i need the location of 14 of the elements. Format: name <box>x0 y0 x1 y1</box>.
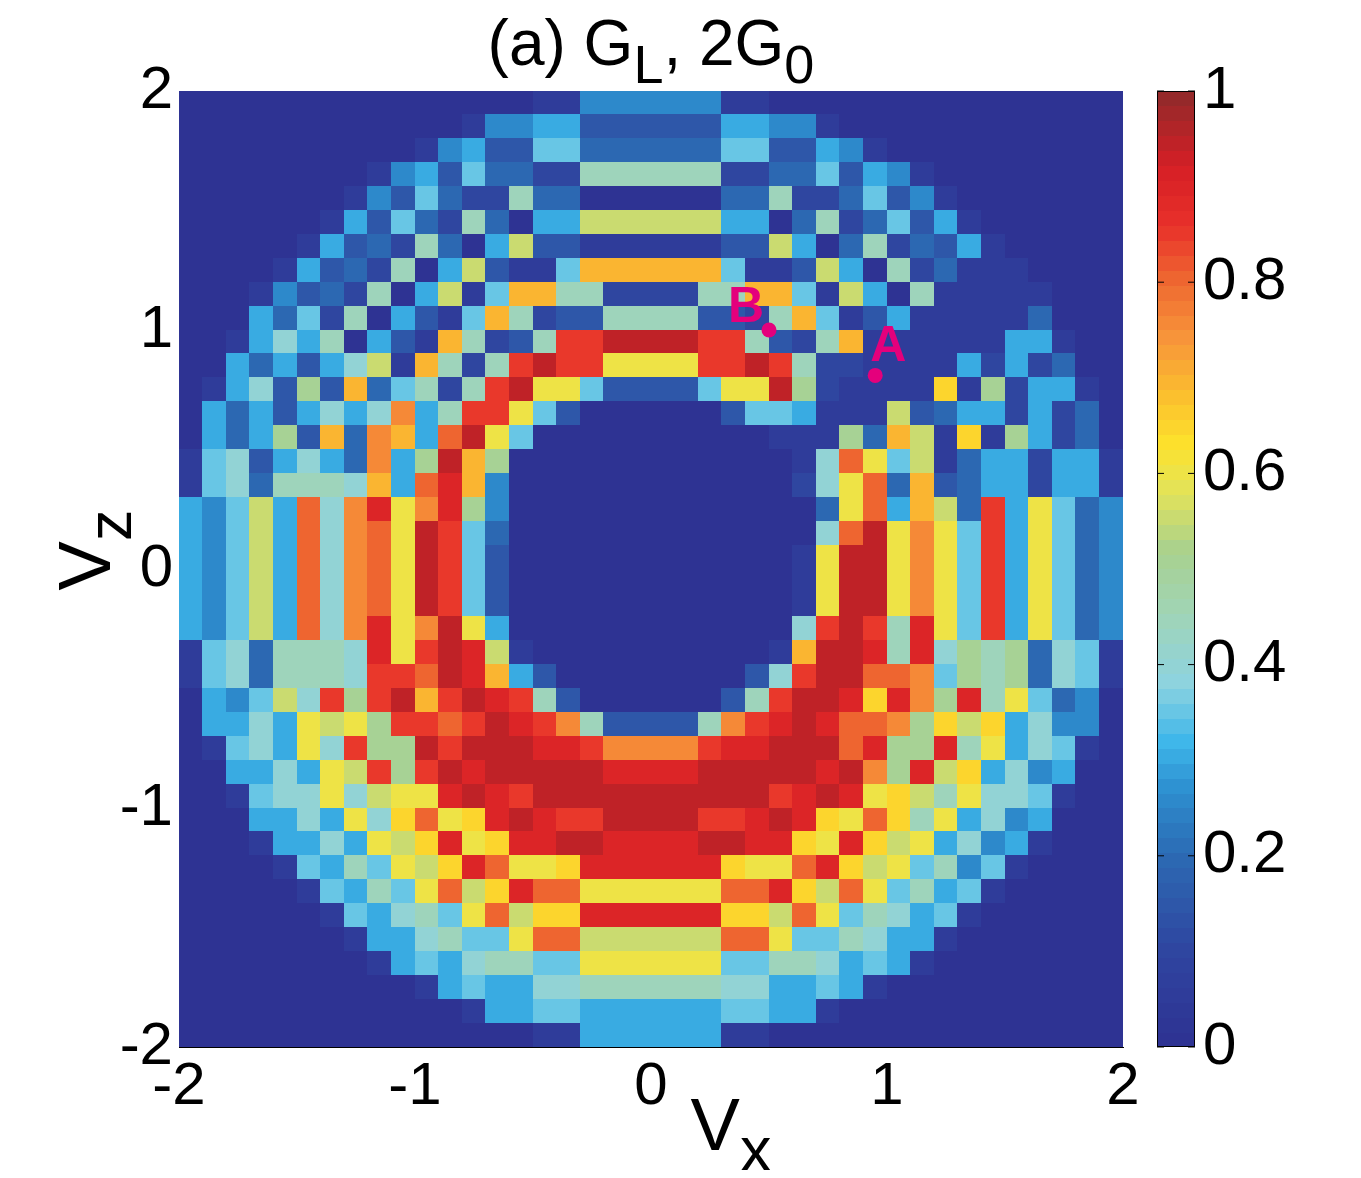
y-tick-label: 2 <box>139 53 173 121</box>
x-tick-label: 0 <box>634 1049 668 1117</box>
y-tick-label: -1 <box>119 770 173 838</box>
y-tick-label: 1 <box>139 292 173 360</box>
color-bar-label: 0.8 <box>1203 244 1287 312</box>
x-tick-label: 2 <box>1106 1049 1140 1117</box>
color-bar-label: 0.4 <box>1203 627 1287 695</box>
y-tick-label: 0 <box>139 531 173 599</box>
color-bar-label: 1 <box>1203 53 1237 121</box>
color-bar-label: 0.6 <box>1203 435 1287 503</box>
x-tick-label: 1 <box>870 1049 904 1117</box>
x-tick-label: -1 <box>388 1049 442 1117</box>
annotation: A <box>870 316 907 373</box>
color-bar-label: 0.2 <box>1203 818 1287 886</box>
